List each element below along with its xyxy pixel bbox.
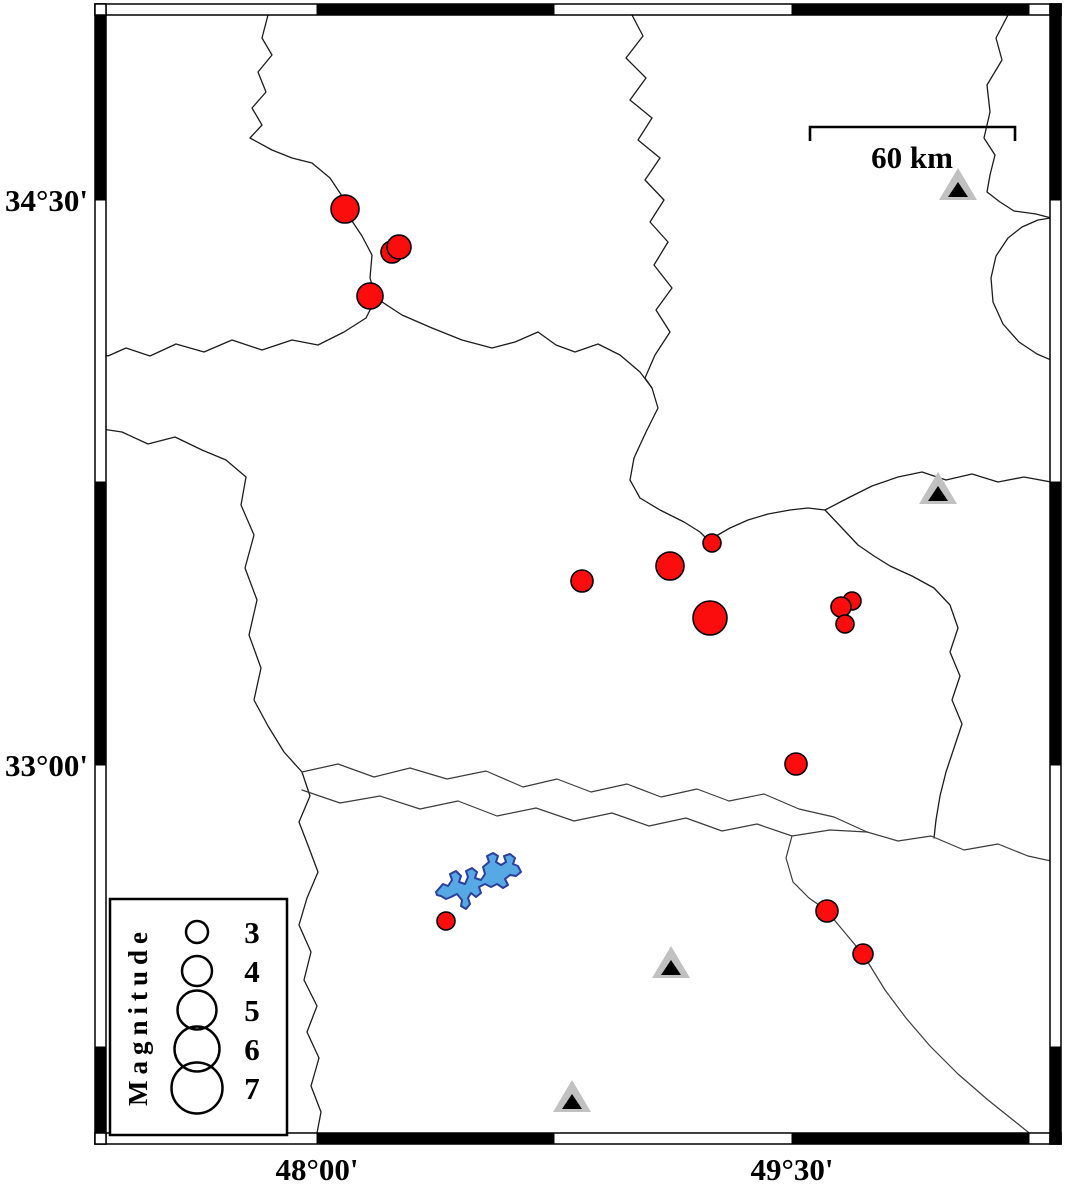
boundary-line [824,471,1050,511]
station-triangle-core [661,960,681,975]
legend-magnitude-circle [173,1025,221,1073]
boundary-line [375,297,653,389]
frame-segment [94,14,107,201]
boundary-line [625,15,826,541]
earthquake-marker [835,614,855,634]
boundary-line [106,15,377,357]
frame-segment [1049,1046,1062,1134]
frame-corner [1049,1132,1062,1145]
frame-segment [316,3,555,16]
boundary-line [298,771,322,1133]
lake [435,852,522,910]
legend-magnitude-label: 4 [244,954,260,989]
lat-label-33-00: 33°00' [5,748,88,783]
frame-segment [1049,481,1062,766]
frame-segment [316,1132,555,1145]
political-boundaries [106,15,1050,1133]
boundary-line [990,217,1050,361]
river-line [785,835,1031,1133]
earthquake-marker [852,943,874,965]
scale-bar: 60 km [808,125,1017,175]
boundary-line [106,428,303,773]
legend-magnitude-circle [180,954,214,988]
river-line [866,831,1050,862]
station-triangle-core [562,1094,582,1109]
legend-magnitude-circle [170,1061,224,1115]
boundary-line [824,509,963,839]
frame-segment [94,481,107,766]
lat-label-34-30: 34°30' [5,183,88,218]
station-layer [553,168,977,1112]
earthquake-layer [330,194,874,965]
station-triangle-core [928,486,948,501]
earthquake-marker [702,533,722,553]
station-triangle-core [948,182,968,197]
frame-segment [791,1132,1030,1145]
frame-corner [94,1132,107,1145]
earthquake-marker [784,752,808,776]
river-line [301,763,868,833]
frame-segment [94,1046,107,1134]
legend-magnitude-label: 6 [244,1032,260,1067]
axis-labels: 34°30' 33°00' 48°00' 49°30' [5,183,834,1187]
legend-magnitude-label: 3 [244,915,260,950]
legend-magnitude-label: 7 [244,1071,260,1106]
legend-box [108,897,289,1137]
earthquake-marker [330,194,360,224]
earthquake-marker [436,911,456,931]
earthquake-marker [570,569,594,593]
rivers [301,763,1050,1133]
lon-label-48-00: 48°00' [275,1152,358,1187]
legend-magnitude-circle [184,919,210,945]
scale-bar-label: 60 km [871,140,953,175]
map-frame [94,3,1062,1145]
magnitude-legend: Magnitude 3 4 5 6 7 [108,897,289,1137]
legend-items: 3 4 5 6 7 [170,915,260,1115]
river-line [301,789,868,837]
earthquake-marker [692,600,728,636]
frame-segment [791,3,1030,16]
earthquake-marker [830,596,852,618]
frame-corner [94,3,107,16]
earthquake-marker [356,282,384,310]
frame-corner [1049,3,1062,16]
frame-segment [1049,14,1062,201]
earthquake-marker [655,551,685,581]
lon-label-49-30: 49°30' [750,1152,833,1187]
boundary-line [983,15,1050,219]
earthquake-marker [386,234,412,260]
earthquake-marker [815,899,839,923]
legend-magnitude-label: 5 [244,993,260,1028]
legend-magnitude-circle [176,989,218,1031]
legend-title: Magnitude [123,926,153,1106]
scale-bar-line [808,125,1017,141]
